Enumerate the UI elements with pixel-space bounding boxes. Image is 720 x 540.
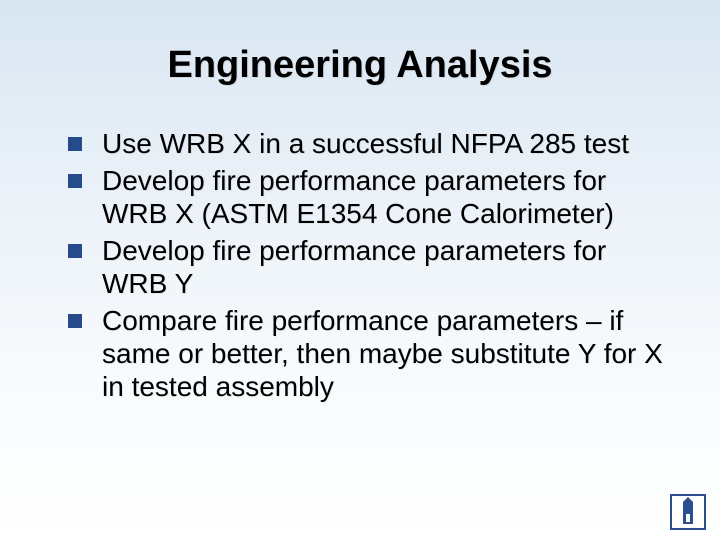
list-item: Develop fire performance parameters for … <box>68 164 670 230</box>
slide: Engineering Analysis Use WRB X in a succ… <box>0 0 720 540</box>
bullet-text: Develop fire performance parameters for … <box>102 234 670 300</box>
list-item: Develop fire performance parameters for … <box>68 234 670 300</box>
bullet-text: Compare fire performance parameters – if… <box>102 304 670 403</box>
bullet-text: Use WRB X in a successful NFPA 285 test <box>102 127 670 160</box>
square-bullet-icon <box>68 137 82 151</box>
company-logo-icon <box>670 494 706 530</box>
bullet-text: Develop fire performance parameters for … <box>102 164 670 230</box>
square-bullet-icon <box>68 174 82 188</box>
bullet-list: Use WRB X in a successful NFPA 285 test … <box>50 127 670 403</box>
square-bullet-icon <box>68 244 82 258</box>
list-item: Use WRB X in a successful NFPA 285 test <box>68 127 670 160</box>
square-bullet-icon <box>68 314 82 328</box>
list-item: Compare fire performance parameters – if… <box>68 304 670 403</box>
page-title: Engineering Analysis <box>50 44 670 87</box>
